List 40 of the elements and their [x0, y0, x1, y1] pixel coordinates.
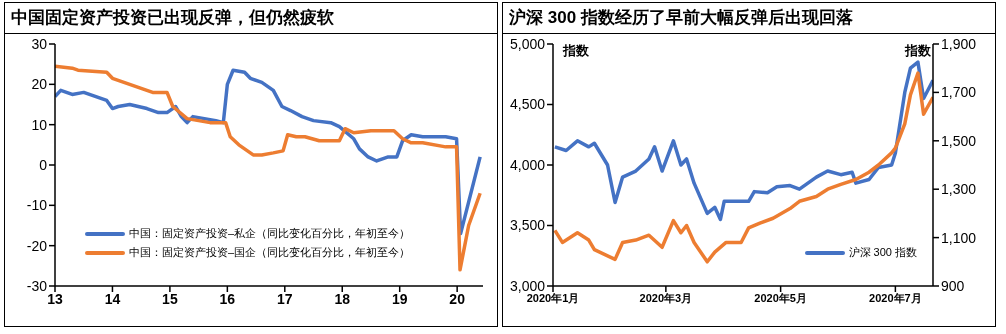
y-tick-label: 30	[31, 35, 48, 52]
x-tick-label: 16	[219, 290, 236, 307]
x-tick-label: 2020年3月	[639, 291, 693, 304]
x-tick-label: 17	[277, 290, 293, 307]
y-tick-label: 0	[39, 156, 48, 173]
x-tick-label: 13	[47, 290, 63, 307]
y-axis-title: 指数	[563, 42, 589, 60]
legend-label: 中国：固定资产投资–国企（同比变化百分比，年初至今）	[129, 245, 411, 260]
legend-label: 中国：固定资产投资–私企（同比变化百分比，年初至今）	[129, 226, 411, 241]
y-tick-label: -30	[26, 277, 48, 294]
y2-tick-label: 1,500	[941, 132, 977, 149]
y2-tick-label: 1,300	[941, 181, 977, 198]
y-tick-label: 4,500	[509, 96, 546, 113]
chart-title: 中国固定资产投资已出现反弹，但仍然疲软	[5, 3, 497, 34]
y-tick-label: 3,500	[509, 217, 546, 234]
y2-tick-label: 1,100	[941, 229, 977, 246]
y-tick-label: -20	[26, 237, 48, 254]
y-tick-label: 4,000	[509, 156, 546, 173]
y2-tick-label: 900	[941, 277, 965, 294]
y-tick-label: 20	[31, 76, 48, 93]
x-tick-label: 2020年1月	[526, 291, 580, 304]
y-tick-label: 5,000	[509, 35, 546, 52]
x-tick-label: 2020年7月	[869, 291, 922, 304]
x-tick-label: 19	[391, 290, 408, 307]
x-tick-label: 18	[334, 290, 351, 307]
line-series	[55, 64, 482, 272]
y2-tick-label: 1,900	[941, 35, 977, 52]
y2-tick-label: 1,700	[941, 84, 977, 101]
x-tick-label: 14	[104, 290, 121, 307]
y2-axis-title: 指数	[905, 42, 931, 60]
x-tick-label: 20	[449, 290, 466, 307]
legend-label: 沪深 300 指数	[848, 245, 917, 260]
line-series	[553, 60, 933, 222]
x-tick-label: 15	[162, 290, 178, 307]
y-tick-label: -10	[26, 197, 48, 214]
y-tick-label: 3,000	[509, 277, 546, 294]
x-tick-label: 2020年5月	[754, 291, 807, 304]
line-series	[553, 71, 933, 264]
y-tick-label: 10	[31, 116, 48, 133]
chart-title: 沪深 300 指数经历了早前大幅反弹后出现回落	[503, 3, 995, 34]
